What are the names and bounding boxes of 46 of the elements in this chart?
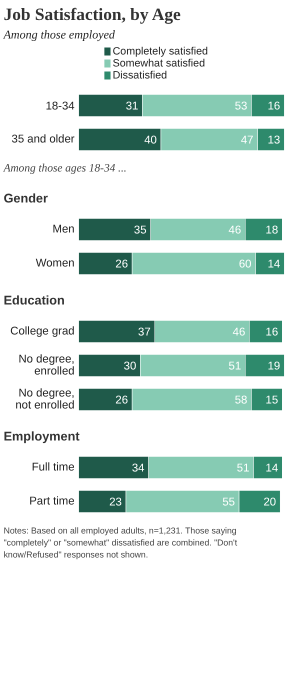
data-label: 16: [266, 326, 278, 338]
data-label: 14: [266, 462, 278, 474]
y-tick-label: 18-34: [46, 100, 75, 112]
data-label: 30: [124, 360, 136, 372]
data-label: 20: [264, 496, 276, 508]
data-label: 51: [236, 462, 250, 474]
data-label: 55: [222, 496, 235, 508]
legend-label: Dissatisfied: [112, 70, 168, 82]
y-tick-label: College grad: [10, 326, 75, 338]
data-label: 46: [228, 224, 242, 236]
data-label: 13: [268, 134, 280, 146]
legend-label: Somewhat satisfied: [112, 58, 206, 70]
text: Among those ages 18-34 ...: [2, 162, 127, 174]
data-label: 35: [134, 224, 147, 236]
data-label: 47: [240, 134, 254, 146]
data-label: 26: [115, 394, 128, 406]
y-tick-label: Men: [52, 224, 75, 236]
data-label: 19: [268, 360, 280, 372]
y-tick-label: 35 and older: [12, 134, 75, 146]
chart-title: Job Satisfaction, by Age: [4, 5, 182, 24]
data-label: 60: [238, 258, 252, 270]
data-label: 23: [109, 496, 122, 508]
data-label: 16: [268, 100, 280, 112]
y-tick-label: Women: [36, 258, 75, 270]
y-tick-label: No degree, enrolled: [18, 354, 75, 378]
data-label: 34: [132, 462, 144, 474]
data-label: 18: [266, 224, 278, 236]
data-label: 51: [228, 360, 242, 372]
data-label: 58: [234, 394, 248, 406]
data-label: 37: [138, 326, 151, 338]
text: Notes: Based on all employed adults, n=1,231. Those saying "completely" or "somewhat" dissatisfied are combined. "Don't know/Refused" responses not shown.: [4, 526, 238, 560]
legend-label: Completely satisfied: [112, 46, 208, 58]
data-label: 46: [232, 326, 246, 338]
chart-subtitle: Among those employed: [2, 28, 116, 42]
data-label: 14: [268, 258, 280, 270]
y-tick-label: No degree, not enrolled: [15, 388, 75, 412]
data-label: 26: [115, 258, 128, 270]
chart-title: Gender: [4, 192, 48, 206]
data-label: 15: [266, 394, 278, 406]
chart-title: Employment: [4, 430, 80, 444]
y-tick-label: Part time: [29, 496, 75, 508]
y-tick-label: Full time: [32, 462, 75, 474]
data-label: 31: [126, 100, 138, 112]
chart-title: Education: [4, 294, 65, 308]
data-label: 53: [234, 100, 248, 112]
data-label: 40: [144, 134, 157, 146]
